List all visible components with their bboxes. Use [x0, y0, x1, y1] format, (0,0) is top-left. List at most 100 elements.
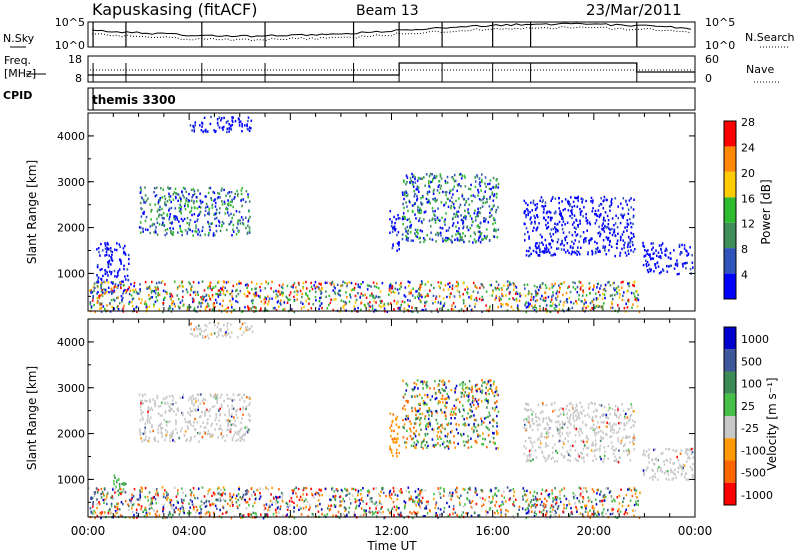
- power-cell: [318, 300, 321, 303]
- power-cell: [177, 231, 179, 234]
- power-cell: [456, 189, 458, 193]
- power-cell: [579, 219, 581, 222]
- velocity-cell: [392, 454, 394, 457]
- power-cell: [435, 175, 438, 178]
- velocity-cell: [205, 410, 207, 413]
- velocity-cell: [216, 507, 218, 510]
- velocity-cell: [145, 509, 148, 512]
- power-cell: [589, 238, 591, 242]
- power-cell: [494, 186, 496, 189]
- power-cell: [116, 275, 118, 278]
- power-cell: [629, 245, 631, 248]
- power-cell: [624, 226, 626, 229]
- power-cell: [596, 214, 598, 218]
- velocity-cell: [604, 495, 607, 499]
- power-cell: [598, 225, 600, 228]
- power-ytick-label: 2000: [57, 222, 85, 235]
- power-cell: [577, 251, 580, 254]
- velocity-cell: [169, 434, 172, 437]
- power-cell: [667, 265, 670, 268]
- velocity-cell: [449, 413, 452, 416]
- power-cell: [369, 294, 371, 297]
- velocity-cell: [529, 455, 531, 458]
- power-cell: [493, 229, 496, 232]
- power-cell: [178, 206, 180, 210]
- velocity-cell: [423, 438, 425, 441]
- velocity-cell: [596, 409, 598, 412]
- velocity-cell: [496, 414, 498, 418]
- velocity-cell: [532, 458, 534, 461]
- power-cell: [364, 293, 366, 297]
- power-cell: [164, 290, 167, 293]
- power-cell: [305, 292, 307, 295]
- velocity-cell: [469, 403, 472, 406]
- velocity-cell: [259, 491, 261, 495]
- velocity-cell: [214, 324, 216, 327]
- power-cell: [606, 214, 609, 218]
- power-cell: [236, 300, 239, 304]
- power-cell: [99, 268, 102, 272]
- velocity-cell: [476, 429, 478, 433]
- velocity-cell: [496, 393, 499, 396]
- power-cell: [391, 222, 393, 225]
- power-cell: [516, 292, 519, 295]
- power-cell: [490, 208, 492, 212]
- power-cell: [172, 231, 174, 234]
- power-cell: [439, 231, 442, 234]
- power-cell: [581, 284, 584, 287]
- power-cell: [502, 294, 505, 298]
- power-cell: [231, 200, 233, 203]
- velocity-cell: [537, 416, 539, 419]
- velocity-cell: [446, 397, 448, 400]
- velocity-cell: [525, 428, 527, 432]
- power-cell: [579, 235, 582, 238]
- power-cell: [489, 283, 492, 287]
- velocity-cell: [390, 448, 393, 452]
- power-cell: [629, 221, 632, 225]
- velocity-cell: [398, 425, 401, 429]
- velocity-cell: [498, 505, 501, 508]
- velocity-cell: [151, 424, 153, 427]
- power-cell: [547, 221, 549, 225]
- power-cell: [416, 295, 419, 298]
- power-cell: [457, 230, 460, 233]
- velocity-cell: [492, 418, 495, 421]
- power-cell: [380, 306, 382, 309]
- power-cell: [396, 300, 399, 304]
- power-cell: [557, 238, 560, 241]
- velocity-cell: [182, 413, 184, 417]
- power-cell: [423, 304, 426, 308]
- power-cell: [409, 220, 411, 224]
- power-cell: [433, 199, 436, 202]
- velocity-cell: [150, 407, 153, 410]
- velocity-cell: [159, 414, 162, 417]
- power-cell: [606, 237, 609, 240]
- velocity-cell: [461, 392, 464, 395]
- power-cell: [533, 308, 536, 312]
- velocity-cell: [193, 397, 195, 400]
- velocity-cell: [236, 408, 239, 412]
- power-cell: [669, 257, 672, 260]
- velocity-cell: [447, 514, 449, 518]
- power-cell: [500, 287, 503, 290]
- power-cell: [484, 190, 486, 193]
- power-cell: [295, 286, 297, 289]
- power-cell: [221, 203, 224, 206]
- velocity-cell: [219, 413, 221, 416]
- velocity-cell: [183, 434, 186, 437]
- power-cell: [500, 305, 502, 308]
- power-cell: [182, 285, 184, 288]
- power-cell: [621, 215, 623, 218]
- velocity-cell: [524, 407, 526, 410]
- power-cell: [574, 251, 577, 255]
- power-cell: [628, 199, 631, 202]
- nave-tick-top: 60: [705, 53, 719, 66]
- velocity-cell: [194, 417, 196, 421]
- power-cell: [155, 295, 158, 299]
- power-cell: [426, 201, 429, 204]
- power-cell: [489, 211, 491, 214]
- power-cell: [200, 202, 202, 205]
- power-cell: [491, 191, 494, 194]
- power-cell: [423, 240, 425, 244]
- power-cell: [616, 242, 618, 245]
